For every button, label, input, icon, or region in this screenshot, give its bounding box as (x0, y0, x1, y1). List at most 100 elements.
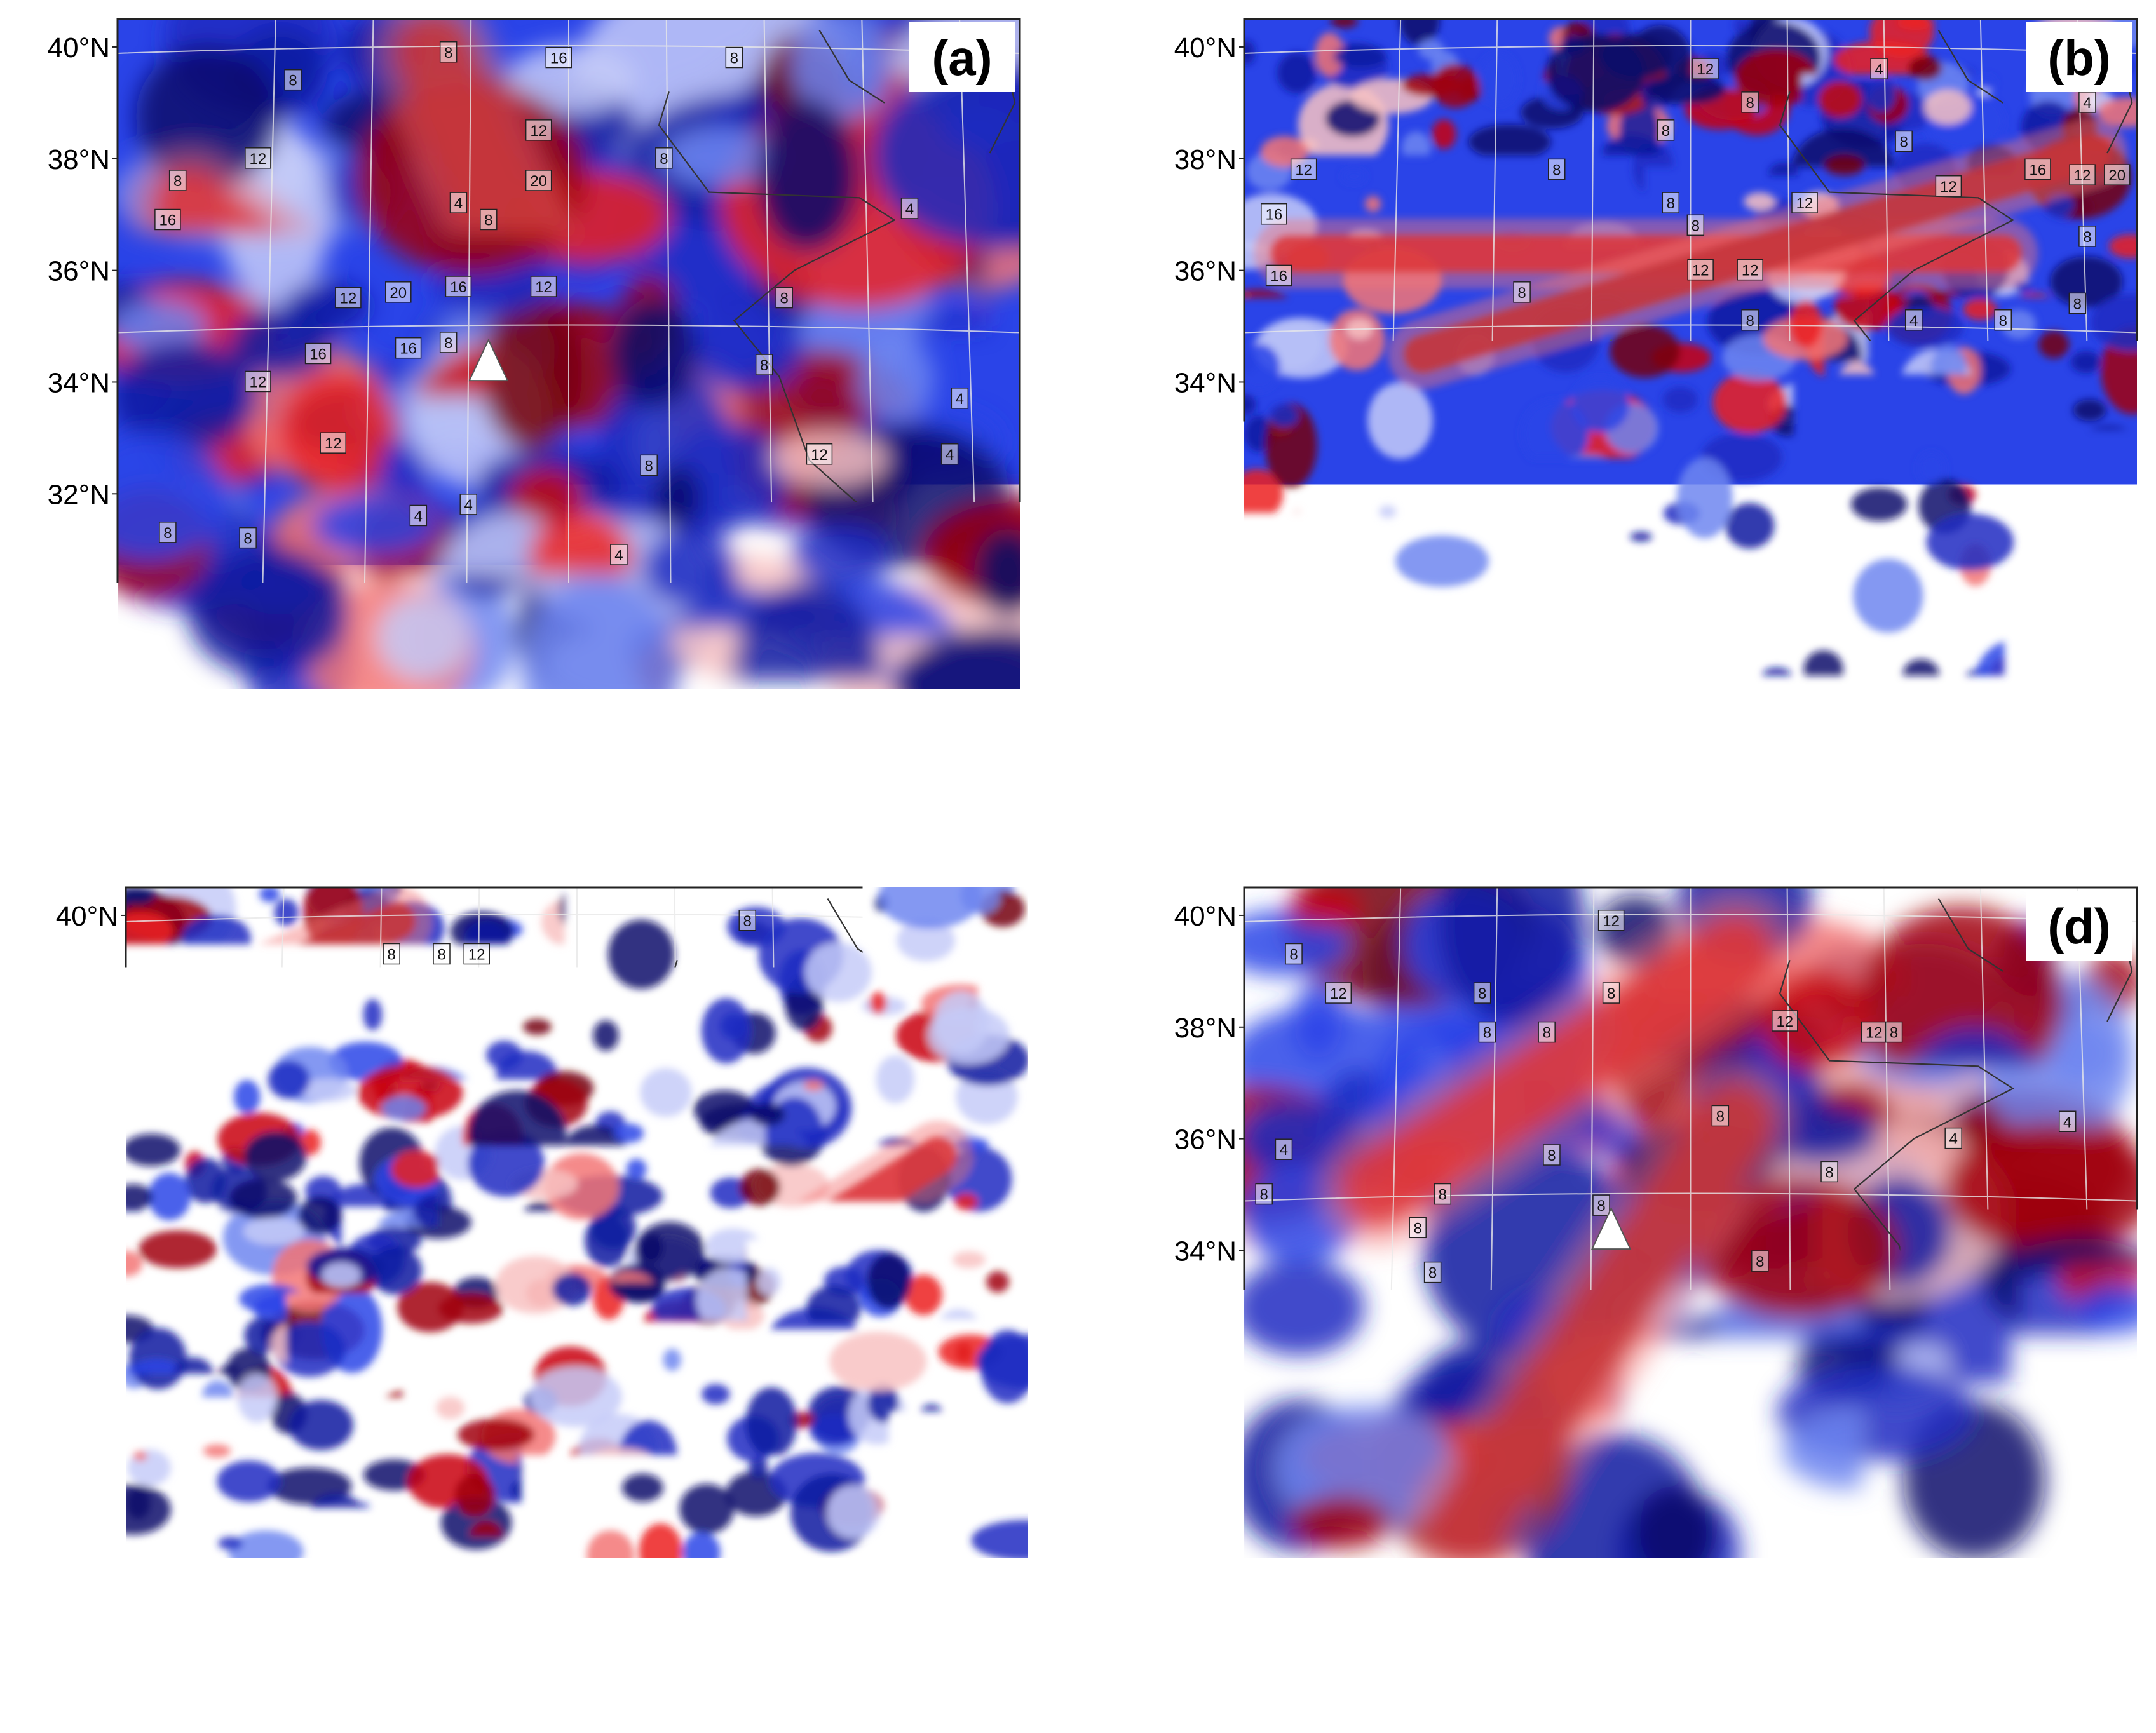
contour-label: 8 (776, 288, 792, 308)
contour-label: 8 (599, 1357, 615, 1377)
svg-text:8: 8 (1354, 1387, 1362, 1405)
latitude-label: 32°N (1174, 479, 1237, 510)
contour-label: 8 (468, 1167, 485, 1187)
contour-label: 16 (546, 48, 571, 68)
contour-label: 4 (611, 544, 627, 565)
svg-text:8: 8 (1414, 1220, 1422, 1237)
contour-label: 8 (383, 944, 400, 964)
contour-label: 8 (756, 354, 773, 375)
svg-text:8: 8 (252, 1220, 260, 1237)
contour-label: 8 (240, 528, 256, 548)
svg-text:4: 4 (1954, 1270, 1962, 1287)
svg-text:12: 12 (519, 1309, 536, 1326)
latitude-label: 36°N (56, 1124, 118, 1156)
svg-text:12: 12 (408, 1488, 425, 1505)
contour-label: 8 (285, 70, 301, 90)
colorbar-tick-label: 8 (1632, 835, 1643, 858)
contour-label: 8 (1425, 1262, 1441, 1283)
svg-text:4: 4 (2083, 95, 2091, 112)
svg-text:12: 12 (849, 1091, 866, 1109)
svg-text:8: 8 (458, 991, 466, 1008)
shaded-field (1215, 0, 2156, 722)
svg-text:8: 8 (830, 591, 838, 609)
svg-text:8: 8 (1810, 379, 1819, 396)
svg-text:8: 8 (322, 1293, 330, 1310)
contour-label: 4 (1945, 1128, 1962, 1149)
contour-label: 8 (418, 1323, 435, 1344)
contour-label: 8 (1593, 1485, 1610, 1506)
svg-text:4: 4 (858, 1270, 867, 1287)
svg-text:8: 8 (1517, 285, 1526, 302)
latitude-label: 34°N (56, 1236, 118, 1267)
svg-text:12: 12 (325, 435, 342, 452)
colorbar-swatch (686, 1656, 740, 1687)
contour-label: 8 (1603, 983, 1620, 1003)
svg-text:4: 4 (454, 195, 463, 212)
longitude-label: 122°E (839, 1590, 916, 1621)
svg-text:12: 12 (649, 1337, 666, 1354)
contour-label: 12 (1325, 983, 1351, 1003)
longitude-label: 108°E (1256, 1590, 1332, 1621)
colorbar-tick-label: 2 (356, 1705, 368, 1728)
contour-label: 4 (1950, 1267, 1967, 1288)
svg-text:8: 8 (1404, 547, 1412, 564)
contour-label: 8 (900, 1195, 916, 1215)
svg-text:8: 8 (432, 1063, 440, 1081)
svg-text:4: 4 (2038, 1293, 2047, 1310)
colorbar-swatch (632, 1656, 686, 1687)
colorbar-swatch (1959, 786, 2012, 816)
svg-text:4: 4 (479, 675, 487, 692)
svg-text:8: 8 (598, 991, 606, 1008)
colorbar-swatch (839, 786, 893, 816)
svg-text:12: 12 (524, 1460, 541, 1477)
colorbar-tick-label: 4 (410, 1705, 422, 1728)
colorbar-swatch (355, 786, 409, 816)
contour-label: 4 (2035, 1290, 2051, 1311)
contour-label: 8 (1796, 651, 1813, 671)
longitude-label: 120°E (739, 1590, 815, 1621)
svg-text:12: 12 (250, 374, 267, 391)
longitude-label: 114°E (1554, 722, 1629, 753)
colorbar-swatch (1961, 1656, 2014, 1687)
svg-text:8: 8 (904, 1197, 912, 1215)
svg-text:8: 8 (1597, 1488, 1605, 1505)
contour-label: 8 (1886, 1022, 1902, 1042)
contour-label: 4 (475, 673, 492, 693)
svg-text:12: 12 (1697, 61, 1714, 78)
longitude-labels: 108°E 110°E 112°E 114°E 116°E 118°E 120°E 122°E… (1256, 1558, 2125, 1621)
svg-text:8: 8 (645, 457, 653, 475)
contour-label: 12 (806, 444, 832, 464)
longitude-label: 114°E (440, 1590, 514, 1621)
svg-text:8: 8 (173, 173, 182, 190)
contour-label: 8 (593, 988, 610, 1009)
contour-label: 8 (1251, 1525, 1267, 1545)
colorbar-tick-label: 20 (1948, 835, 1970, 858)
svg-text:12: 12 (1597, 485, 1615, 502)
map-panel-d: 12812 8 88 81212 88444 888 88888448 888 484388(d… (1143, 819, 2156, 1728)
latitude-labels: 40°N 38°N 36°N 34°N 32°N 30°N (1174, 32, 1244, 622)
contour-label: 8 (1712, 1105, 1728, 1126)
svg-text:12: 12 (811, 447, 828, 464)
colorbar-swatch (247, 786, 301, 816)
contour-label: 12 (531, 276, 557, 297)
contour-label: 8 (413, 1217, 430, 1237)
svg-text:8: 8 (1478, 985, 1486, 1002)
svg-text:12: 12 (1692, 597, 1709, 614)
contour-label: 16 (306, 344, 331, 364)
longitude-label: 122°E (1950, 1590, 2026, 1621)
contour-label: 4 (951, 388, 968, 408)
colorbar-swatch (1369, 786, 1423, 816)
svg-text:8: 8 (1662, 123, 1670, 140)
svg-text:8: 8 (1716, 1108, 1725, 1125)
contour-label: 8 (1752, 1251, 1768, 1271)
contour-label: 8 (1409, 1217, 1426, 1237)
contour-label: 12 (1718, 483, 1743, 503)
contour-label: 8 (303, 1413, 320, 1433)
svg-text:8: 8 (730, 50, 738, 67)
svg-text:8: 8 (1305, 1321, 1313, 1338)
longitude-label: 122°E (1950, 722, 2026, 753)
colorbar-tick-label: 14 (1789, 1705, 1812, 1728)
contour-label: 8 (1697, 1318, 1714, 1339)
contour-label: 4 (951, 651, 968, 671)
